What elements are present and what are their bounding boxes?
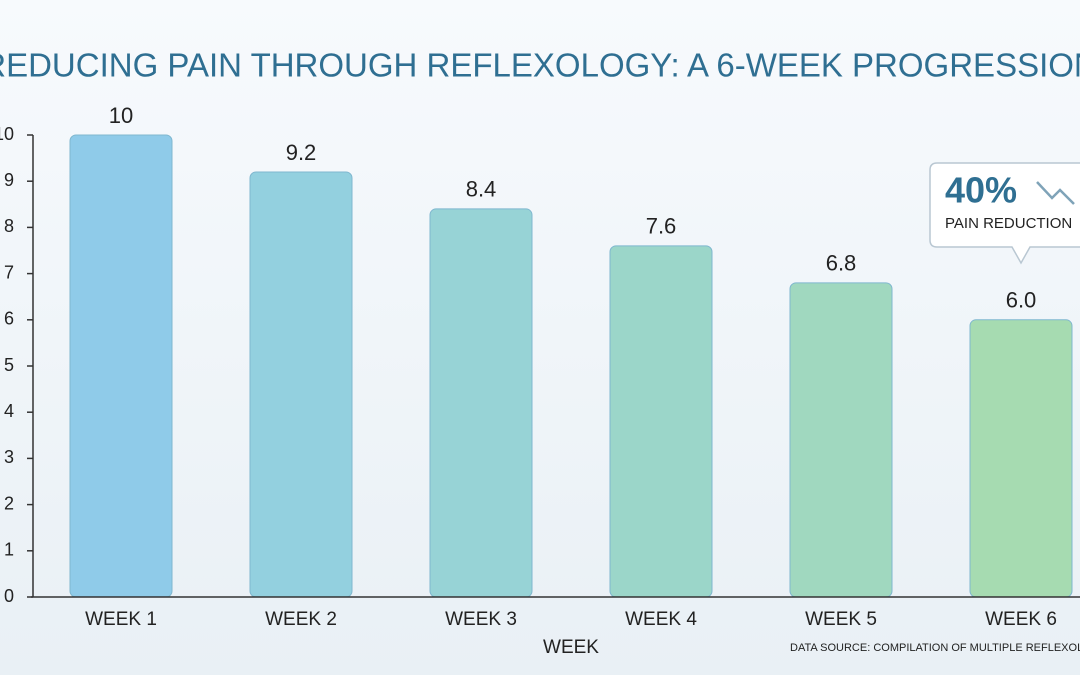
y-tick-label: 8 (4, 216, 14, 236)
annotation-value: 40% (945, 170, 1017, 211)
y-tick-label: 4 (4, 401, 14, 421)
y-tick-label: 3 (4, 447, 14, 467)
bar (249, 171, 353, 598)
annotation-text: PAIN REDUCTION (945, 215, 1072, 232)
x-tick-label: WEEK 6 (985, 609, 1057, 630)
y-tick-label: 6 (4, 309, 14, 329)
y-tick-label: 9 (4, 170, 14, 190)
value-label: 6.0 (1006, 288, 1037, 313)
value-label: 6.8 (826, 251, 857, 276)
chart-title: REDUCING PAIN THROUGH REFLEXOLOGY: A 6-W… (0, 47, 1080, 84)
y-tick-label: 7 (4, 262, 14, 282)
bar (609, 245, 713, 598)
x-tick-label: WEEK 1 (85, 609, 157, 630)
value-label: 10 (109, 103, 133, 128)
y-tick-label: 2 (4, 493, 14, 513)
x-tick-label: WEEK 2 (265, 609, 337, 630)
annotation: 40% PAIN REDUCTION (929, 162, 1080, 265)
y-tick-label: 5 (4, 355, 14, 375)
bar (69, 134, 173, 598)
source-note: DATA SOURCE: COMPILATION OF MULTIPLE REF… (790, 642, 1080, 654)
value-label: 7.6 (646, 214, 677, 239)
y-tick-label: 10 (0, 124, 14, 144)
bar (789, 282, 893, 598)
bar (429, 208, 533, 598)
trend-icon (1036, 181, 1075, 205)
x-axis-label: WEEK (543, 637, 599, 658)
x-tick-label: WEEK 5 (805, 609, 877, 630)
y-tick-label: 0 (4, 586, 14, 606)
bar (969, 319, 1073, 598)
value-label: 9.2 (286, 140, 317, 165)
x-tick-label: WEEK 3 (445, 609, 517, 630)
value-label: 8.4 (466, 177, 497, 202)
y-tick-label: 1 (4, 540, 14, 560)
x-tick-label: WEEK 4 (625, 609, 697, 630)
